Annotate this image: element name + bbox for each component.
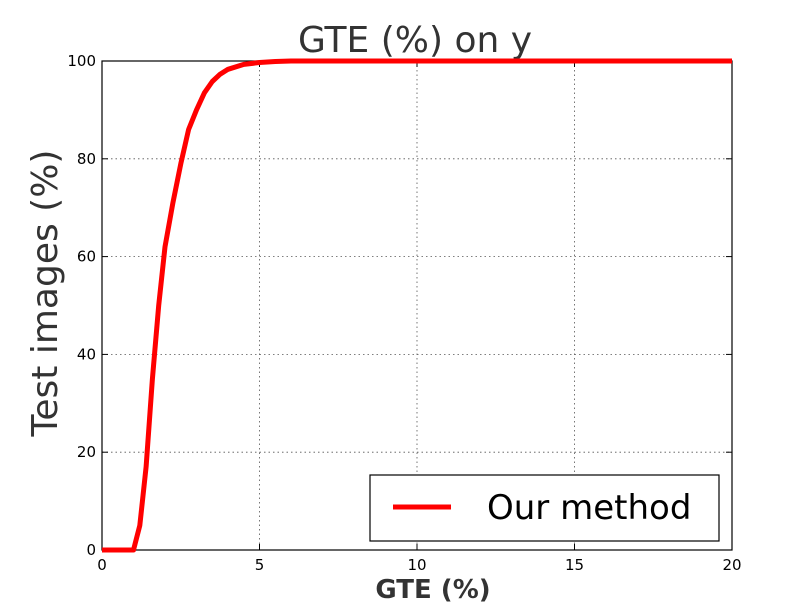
x-tick-label: 20 bbox=[722, 556, 741, 574]
grid-lines bbox=[102, 61, 732, 550]
y-tick-label: 60 bbox=[77, 248, 96, 266]
x-tick-label: 0 bbox=[97, 556, 107, 574]
series-line-our-method bbox=[102, 58, 732, 553]
y-tick-label: 0 bbox=[86, 541, 96, 559]
y-tick-label: 100 bbox=[67, 52, 96, 70]
y-axis-label: Test images (%) bbox=[25, 150, 66, 438]
axis-ticks: 0 5 10 15 20 0 20 40 60 80 100 bbox=[67, 52, 741, 574]
legend-label-our-method: Our method bbox=[487, 488, 691, 528]
y-tick-label: 20 bbox=[77, 443, 96, 461]
x-tick-label: 15 bbox=[565, 556, 584, 574]
y-tick-label: 80 bbox=[77, 150, 96, 168]
x-axis-label: GTE (%) bbox=[375, 575, 490, 605]
chart-title: GTE (%) on y bbox=[298, 20, 532, 61]
x-tick-label: 10 bbox=[407, 556, 426, 574]
y-tick-label: 40 bbox=[77, 345, 96, 363]
series-layer bbox=[102, 58, 732, 553]
legend: Our method bbox=[369, 474, 720, 542]
x-tick-label: 5 bbox=[255, 556, 265, 574]
